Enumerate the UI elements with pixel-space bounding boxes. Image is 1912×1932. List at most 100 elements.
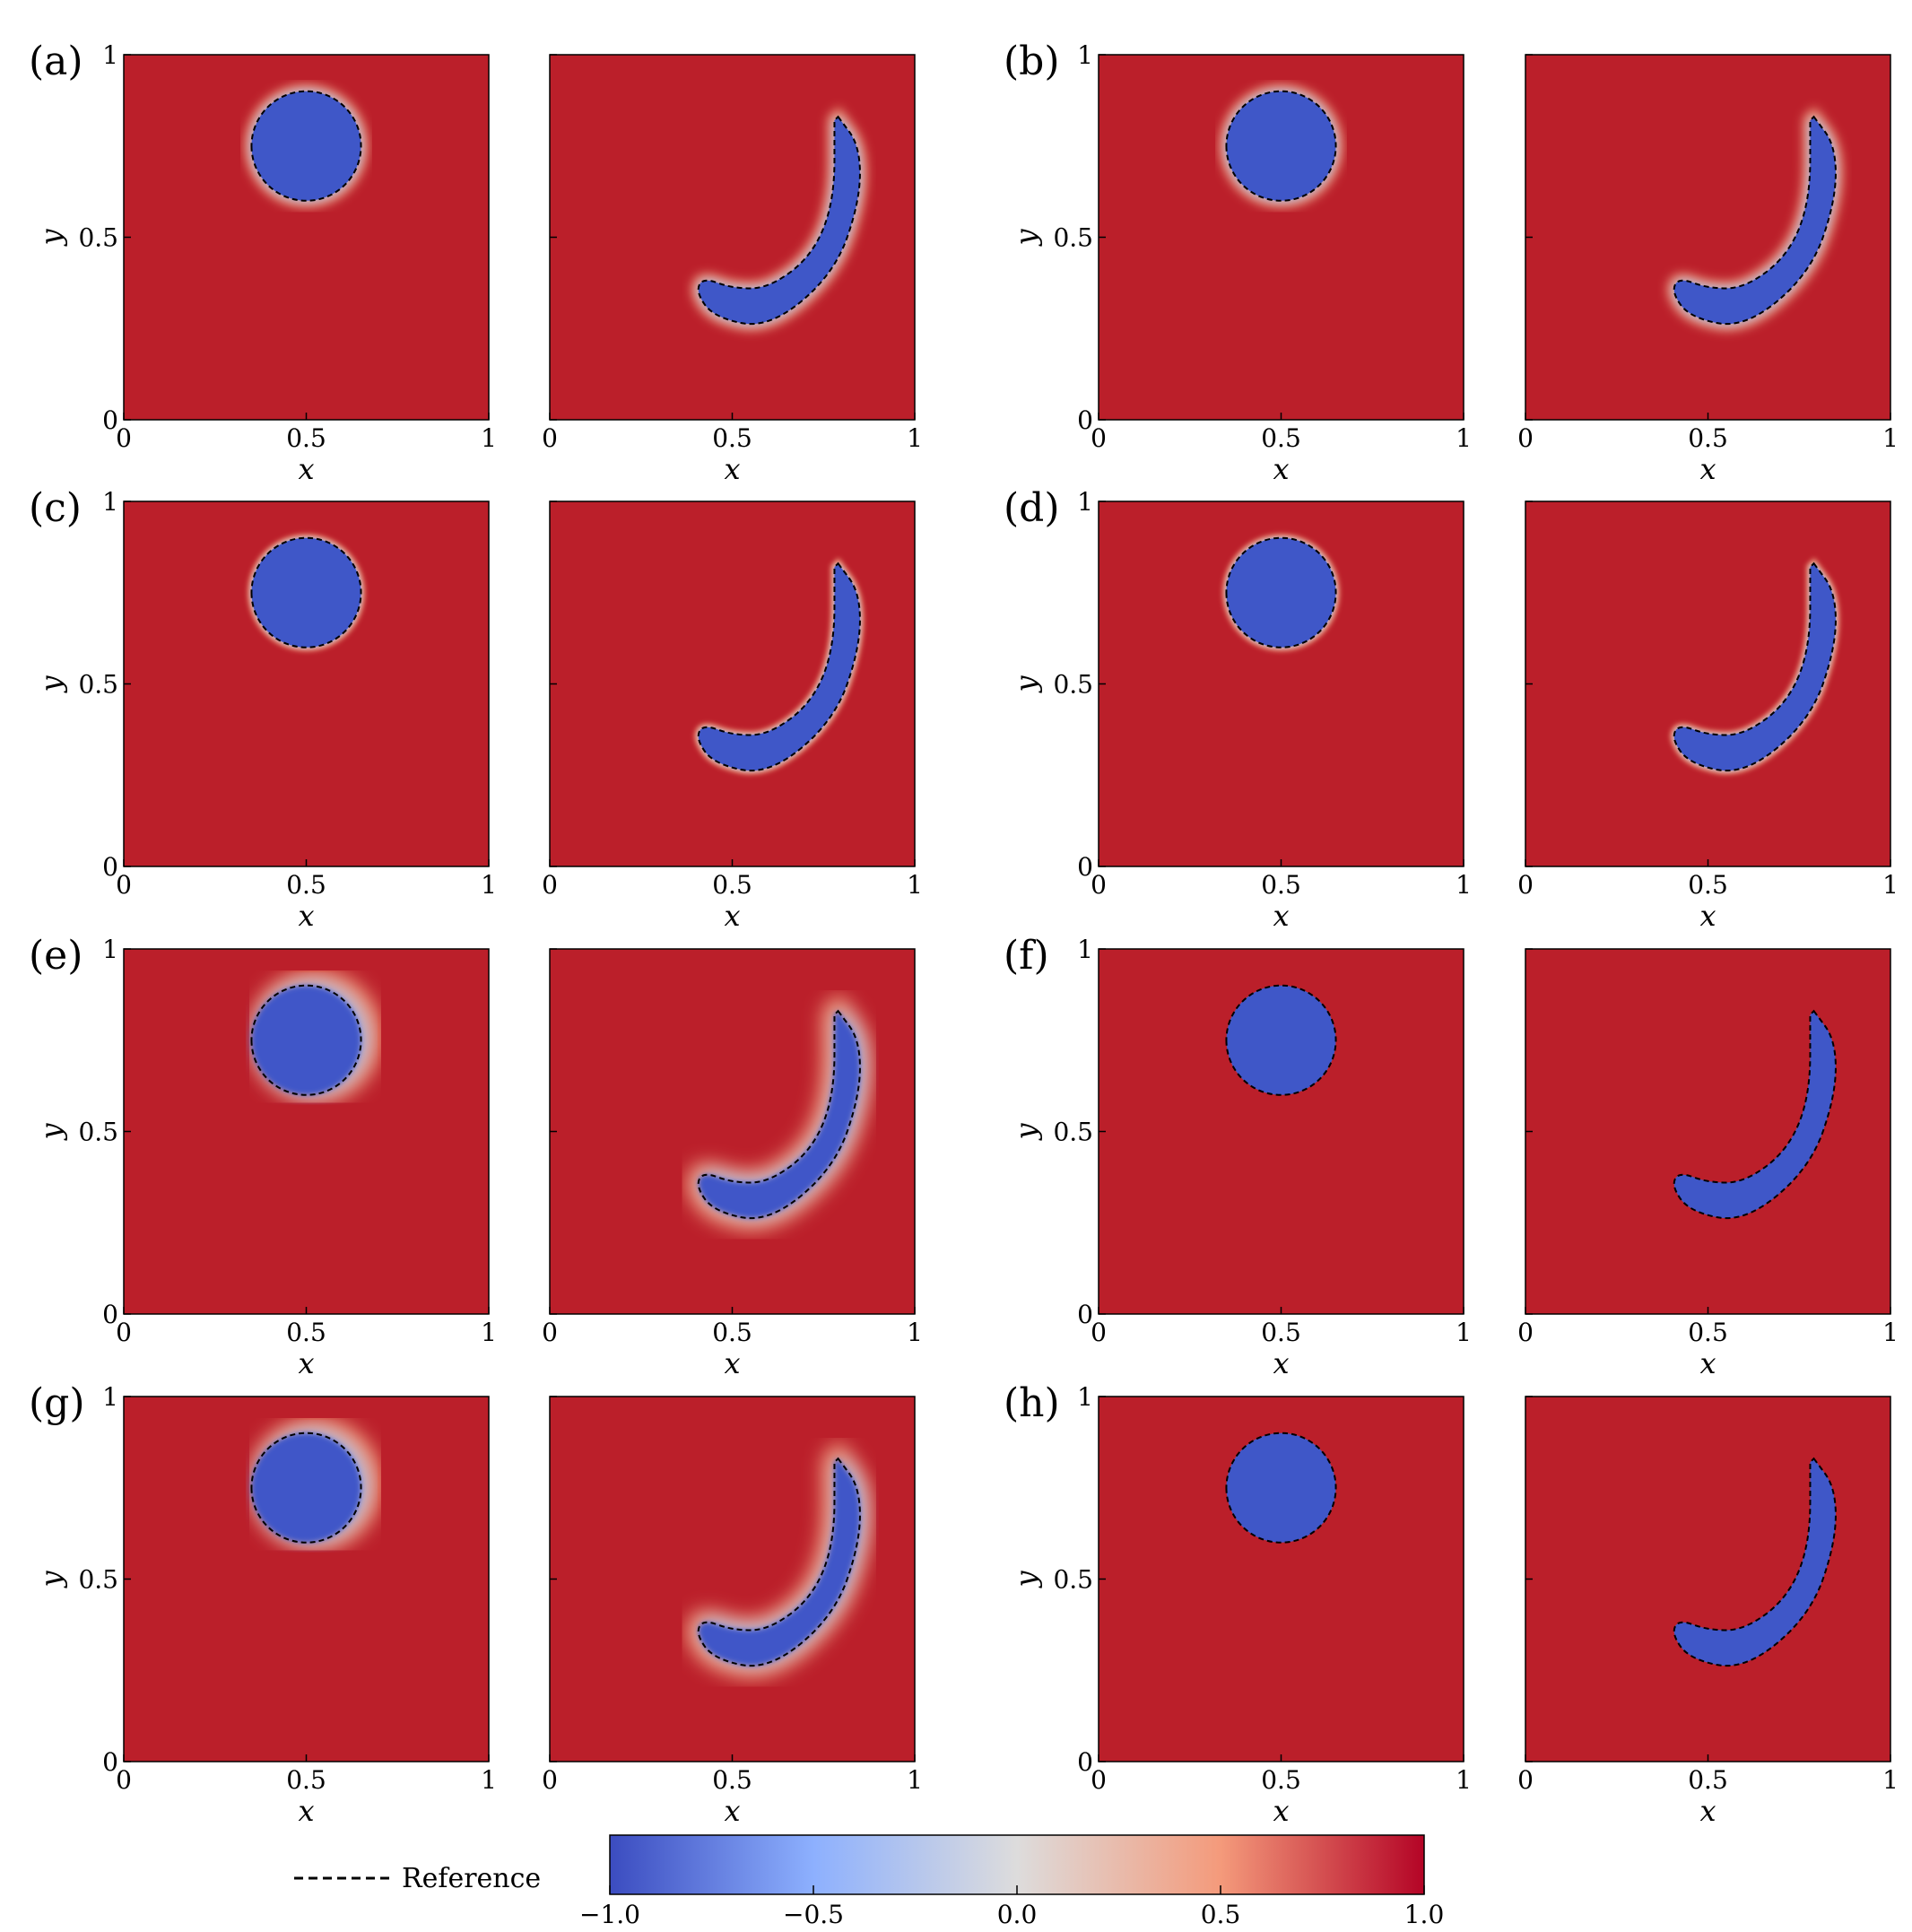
- colorbar-tick-label: 0.5: [1201, 1900, 1241, 1929]
- x-tick-label: 0.5: [1261, 870, 1301, 900]
- reference-contour: [697, 561, 861, 772]
- final-field-plot: 0 0.5 1 x: [542, 500, 923, 933]
- panel-label: (f): [1004, 933, 1049, 979]
- initial-field-plot: 00 0.5 0.5 1 1 x y: [1009, 40, 1472, 486]
- x-tick-label: 1: [1456, 423, 1472, 453]
- colorbar-tick-label: 1.0: [1404, 1900, 1445, 1929]
- final-field-plot: 0 0.5 1 x: [1517, 1396, 1899, 1828]
- x-tick-label: 0.5: [1688, 870, 1728, 900]
- y-axis-label: y: [1009, 1123, 1043, 1142]
- y-tick-label: 0.5: [78, 223, 118, 253]
- x-tick-label: 1: [907, 1318, 923, 1347]
- colorbar-tick-label: −0.5: [783, 1900, 844, 1929]
- colorbar-tick-label: 0.0: [997, 1900, 1038, 1929]
- y-axis-label: y: [1009, 229, 1043, 248]
- y-tick-label: 1: [102, 935, 118, 964]
- initial-field-plot: 00 0.5 0.5 1 1 x y: [1009, 1382, 1472, 1828]
- drop-core: [1673, 1011, 1836, 1219]
- y-tick-label: 1: [102, 487, 118, 517]
- drop-core: [251, 1432, 361, 1543]
- y-tick-label: 1: [1077, 40, 1093, 70]
- reference-contour: [1225, 1432, 1337, 1544]
- x-axis-label: x: [1273, 452, 1289, 486]
- final-field-plot: 0 0.5 1 x: [542, 948, 923, 1380]
- field-background: [550, 949, 915, 1314]
- reference-contour: [1225, 984, 1337, 1096]
- drop-core: [251, 985, 361, 1095]
- reference-contour: [1225, 536, 1337, 648]
- x-tick-label: 0.5: [286, 870, 326, 900]
- reference-contour: [697, 115, 861, 326]
- x-tick-label: 1: [907, 423, 923, 453]
- field-background: [1525, 501, 1890, 866]
- drop-core: [698, 1011, 860, 1219]
- x-axis-label: x: [1273, 899, 1289, 933]
- reference-legend-label: Reference: [402, 1863, 541, 1894]
- x-axis-label: x: [1699, 1794, 1716, 1828]
- x-axis-label: x: [1699, 452, 1716, 486]
- panel-label: (d): [1004, 485, 1060, 531]
- initial-field-plot: 00 0.5 0.5 1 1 x y: [34, 40, 497, 486]
- x-tick-label: 0.5: [1261, 423, 1301, 453]
- drop-core: [1673, 563, 1836, 771]
- colorbar-tick-label: −1.0: [579, 1900, 640, 1929]
- x-tick-label: 0: [1091, 423, 1107, 453]
- x-tick-label: 1: [481, 423, 497, 453]
- initial-field-plot: 00 0.5 0.5 1 1 x y: [34, 1382, 497, 1828]
- final-field-plot: 0 0.5 1 x: [1517, 500, 1899, 933]
- x-tick-label: 0: [116, 423, 132, 453]
- drop-core: [698, 563, 860, 771]
- y-tick-label: 0.5: [78, 1118, 118, 1147]
- drop-core: [1226, 91, 1336, 201]
- panel-label: (a): [29, 39, 83, 84]
- x-tick-label: 0: [1091, 1318, 1107, 1347]
- final-field-plot: 0 0.5 1 x: [1517, 948, 1899, 1380]
- y-axis-label: y: [34, 229, 68, 248]
- panel-label: (h): [1004, 1380, 1060, 1426]
- drop-core: [698, 1458, 860, 1667]
- drop-core: [251, 91, 361, 201]
- x-axis-label: x: [1699, 1346, 1716, 1380]
- y-tick-label: 0: [1077, 1747, 1093, 1777]
- x-tick-label: 1: [1456, 870, 1472, 900]
- x-tick-label: 0.5: [712, 1765, 752, 1795]
- y-axis-label: y: [1009, 675, 1043, 694]
- x-tick-label: 0.5: [1688, 423, 1728, 453]
- x-tick-label: 0.5: [712, 870, 752, 900]
- y-tick-label: 1: [102, 1382, 118, 1412]
- field-background: [1525, 949, 1890, 1314]
- x-axis-label: x: [298, 899, 314, 933]
- final-field-plot: 0 0.5 1 x: [542, 1396, 923, 1828]
- x-tick-label: 0: [1517, 423, 1534, 453]
- panel-label: (c): [29, 485, 82, 531]
- x-axis-label: x: [724, 1346, 740, 1380]
- x-tick-label: 0: [542, 1765, 558, 1795]
- x-tick-label: 0.5: [1261, 1318, 1301, 1347]
- drop-core: [1226, 985, 1336, 1095]
- y-tick-label: 0: [102, 1300, 118, 1329]
- panel-label: (b): [1004, 39, 1060, 84]
- final-field-plot: 0 0.5 1 x: [1517, 54, 1899, 486]
- x-tick-label: 1: [481, 1318, 497, 1347]
- drop-core: [698, 117, 860, 325]
- x-tick-label: 0: [1517, 870, 1534, 900]
- x-tick-label: 1: [1882, 870, 1899, 900]
- x-axis-label: x: [724, 899, 740, 933]
- x-tick-label: 1: [1456, 1318, 1472, 1347]
- reference-contour: [250, 984, 362, 1096]
- y-axis-label: y: [34, 675, 68, 694]
- x-tick-label: 0.5: [1261, 1765, 1301, 1795]
- x-tick-label: 1: [907, 870, 923, 900]
- y-axis-label: y: [34, 1123, 68, 1142]
- x-tick-label: 0: [116, 1765, 132, 1795]
- field-background: [550, 501, 915, 866]
- reference-contour: [1673, 1457, 1837, 1667]
- y-tick-label: 0.5: [1053, 670, 1093, 700]
- reference-contour: [697, 1457, 861, 1667]
- reference-legend: Reference: [294, 1863, 541, 1894]
